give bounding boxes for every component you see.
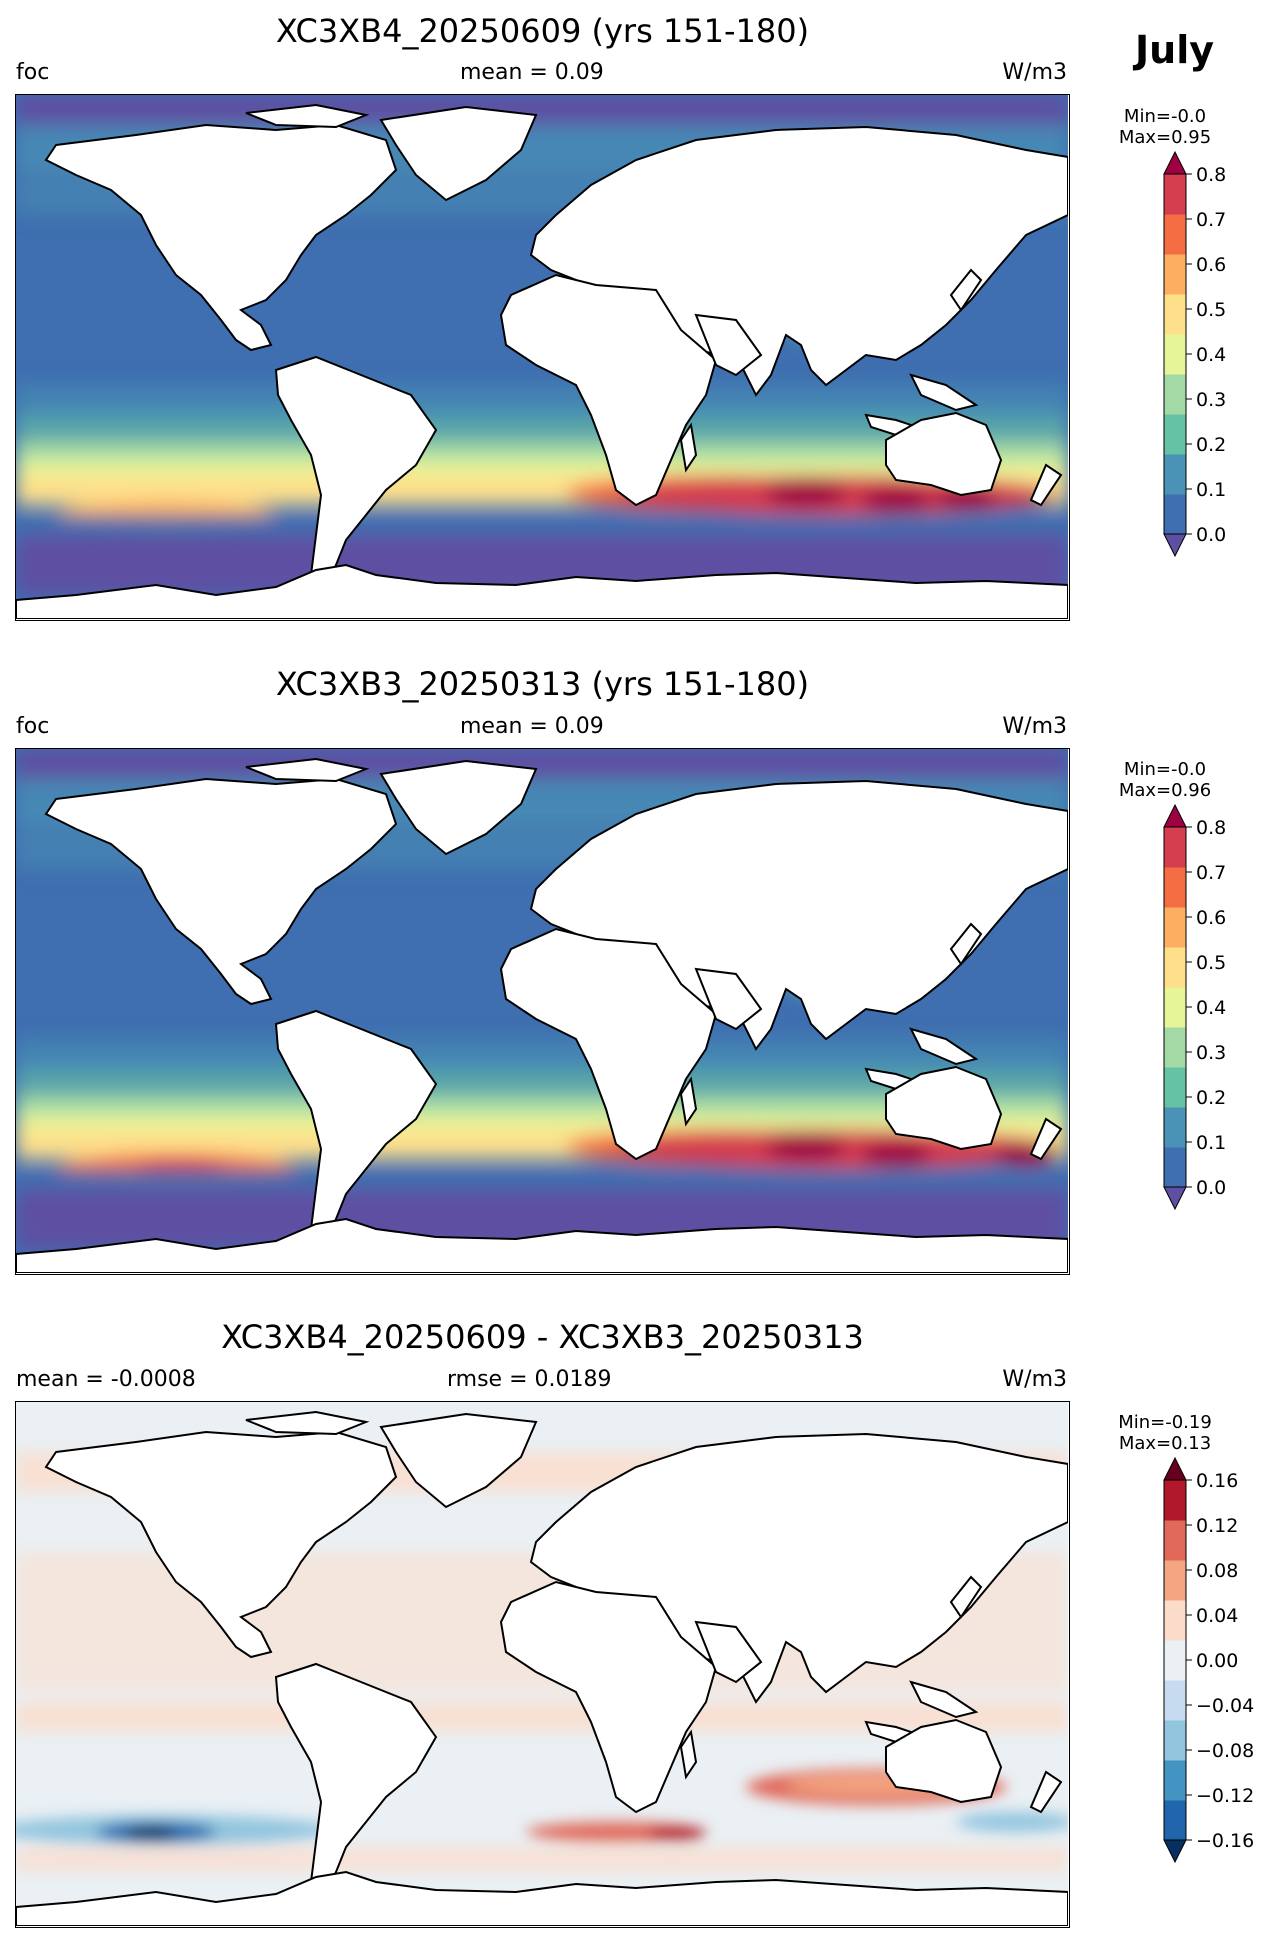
panel1-colorbar: 0.8 0.7 0.6 0.5 0.4 0.3 0.2 0.1 0.0 — [1163, 150, 1226, 558]
panel2-map-svg — [16, 749, 1069, 1274]
colorbar-tick-label: 0.3 — [1196, 1042, 1226, 1064]
colorbar-band — [1164, 1520, 1186, 1561]
colorbar-band — [1164, 174, 1186, 215]
panel1-colorbar-ticks: 0.8 0.7 0.6 0.5 0.4 0.3 0.2 0.1 0.0 — [1186, 164, 1226, 546]
colorbar-extend-max — [1163, 803, 1187, 828]
colorbar-band — [1164, 214, 1186, 255]
colorbar-band — [1164, 1640, 1186, 1681]
colorbar-band — [1164, 1560, 1186, 1601]
colorbar-band — [1164, 1067, 1186, 1108]
panel2-colorbar-ticks: 0.8 0.7 0.6 0.5 0.4 0.3 0.2 0.1 0.0 — [1186, 817, 1226, 1199]
colorbar-tick-label: 0.04 — [1196, 1605, 1238, 1627]
colorbar-tick-label: 0.4 — [1196, 344, 1226, 366]
colorbar-tick-label: 0.08 — [1196, 1560, 1238, 1582]
colorbar-band — [1164, 334, 1186, 375]
colorbar-tick-label: 0.4 — [1196, 997, 1226, 1019]
panel3-map — [15, 1401, 1070, 1928]
colorbar-band — [1164, 1480, 1186, 1521]
panel1-left-label: foc — [16, 60, 50, 85]
colorbar-band — [1164, 1760, 1186, 1801]
colorbar-band — [1164, 867, 1186, 908]
colorbar-tick-label: 0.6 — [1196, 907, 1226, 929]
colorbar-tick-label: 0.1 — [1196, 479, 1226, 501]
colorbar-tick-label: −0.08 — [1196, 1740, 1254, 1762]
panel1-minmax: Min=-0.0 Max=0.95 — [1118, 106, 1212, 148]
colorbar-tick-label: 0.0 — [1196, 524, 1226, 546]
colorbar-tick-label: −0.12 — [1196, 1785, 1254, 1807]
month-label: July — [1135, 28, 1214, 72]
panel2-right-label: W/m3 — [1002, 714, 1067, 739]
panel1-colorbar-bands — [1163, 150, 1187, 558]
colorbar-band — [1164, 414, 1186, 455]
colorbar-band — [1164, 1720, 1186, 1761]
colorbar-band — [1164, 1147, 1186, 1188]
colorbar-tick-label: 0.8 — [1196, 817, 1226, 839]
panel3-left-label: mean = -0.0008 — [16, 1367, 196, 1392]
colorbar-tick-label: 0.5 — [1196, 299, 1226, 321]
colorbar-tick-label: 0.6 — [1196, 254, 1226, 276]
colorbar-tick-label: 0.2 — [1196, 434, 1226, 456]
colorbar-band — [1164, 1800, 1186, 1841]
panel2-colorbar: 0.8 0.7 0.6 0.5 0.4 0.3 0.2 0.1 0.0 — [1163, 803, 1226, 1211]
colorbar-tick-label: 0.7 — [1196, 862, 1226, 884]
colorbar-tick-label: 0.12 — [1196, 1515, 1238, 1537]
colorbar-band — [1164, 1107, 1186, 1148]
panel2-minmax: Min=-0.0 Max=0.96 — [1118, 759, 1212, 801]
colorbar-band — [1164, 907, 1186, 948]
colorbar-tick-label: 0.16 — [1196, 1470, 1238, 1492]
panel1-center-label: mean = 0.09 — [460, 60, 604, 85]
colorbar-extend-max — [1163, 150, 1187, 175]
colorbar-extend-min — [1163, 533, 1187, 558]
colorbar-extend-min — [1163, 1186, 1187, 1211]
panel2-map — [15, 748, 1070, 1275]
panel2-left-label: foc — [16, 714, 50, 739]
colorbar-band — [1164, 494, 1186, 535]
panel3-center-label: rmse = 0.0189 — [447, 1367, 612, 1392]
colorbar-extend-max — [1163, 1456, 1187, 1481]
colorbar-tick-label: 0.8 — [1196, 164, 1226, 186]
panel1-title: XC3XB4_20250609 (yrs 151-180) — [275, 12, 810, 50]
panel3-right-label: W/m3 — [1002, 1367, 1067, 1392]
colorbar-tick-label: 0.0 — [1196, 1177, 1226, 1199]
panel3-colorbar-bands — [1163, 1456, 1187, 1864]
panel2-center-label: mean = 0.09 — [460, 714, 604, 739]
colorbar-tick-label: −0.16 — [1196, 1830, 1254, 1852]
colorbar-band — [1164, 827, 1186, 868]
colorbar-band — [1164, 1600, 1186, 1641]
colorbar-band — [1164, 454, 1186, 495]
colorbar-tick-label: 0.1 — [1196, 1132, 1226, 1154]
colorbar-tick-label: 0.7 — [1196, 209, 1226, 231]
panel1-map — [15, 94, 1070, 621]
colorbar-band — [1164, 294, 1186, 335]
colorbar-band — [1164, 374, 1186, 415]
panel3-minmax: Min=-0.19 Max=0.13 — [1118, 1412, 1212, 1454]
colorbar-tick-label: −0.04 — [1196, 1695, 1254, 1717]
colorbar-tick-label: 0.3 — [1196, 389, 1226, 411]
colorbar-band — [1164, 1027, 1186, 1068]
colorbar-band — [1164, 254, 1186, 295]
colorbar-tick-label: 0.00 — [1196, 1650, 1238, 1672]
panel1-right-label: W/m3 — [1002, 60, 1067, 85]
colorbar-extend-min — [1163, 1839, 1187, 1864]
panel2-title: XC3XB3_20250313 (yrs 151-180) — [275, 665, 810, 703]
colorbar-band — [1164, 987, 1186, 1028]
colorbar-band — [1164, 947, 1186, 988]
panel1-map-svg — [16, 95, 1069, 620]
panel3-colorbar: 0.16 0.12 0.08 0.04 0.00 −0.04 −0.08 −0.12 −0.16 — [1163, 1456, 1254, 1864]
panel3-title: XC3XB4_20250609 - XC3XB3_20250313 — [221, 1318, 864, 1356]
panel3-colorbar-ticks: 0.16 0.12 0.08 0.04 0.00 −0.04 −0.08 −0.12 −0.16 — [1186, 1470, 1254, 1852]
panel3-map-svg — [16, 1402, 1069, 1927]
colorbar-band — [1164, 1680, 1186, 1721]
panel2-colorbar-bands — [1163, 803, 1187, 1211]
colorbar-tick-label: 0.2 — [1196, 1087, 1226, 1109]
colorbar-tick-label: 0.5 — [1196, 952, 1226, 974]
